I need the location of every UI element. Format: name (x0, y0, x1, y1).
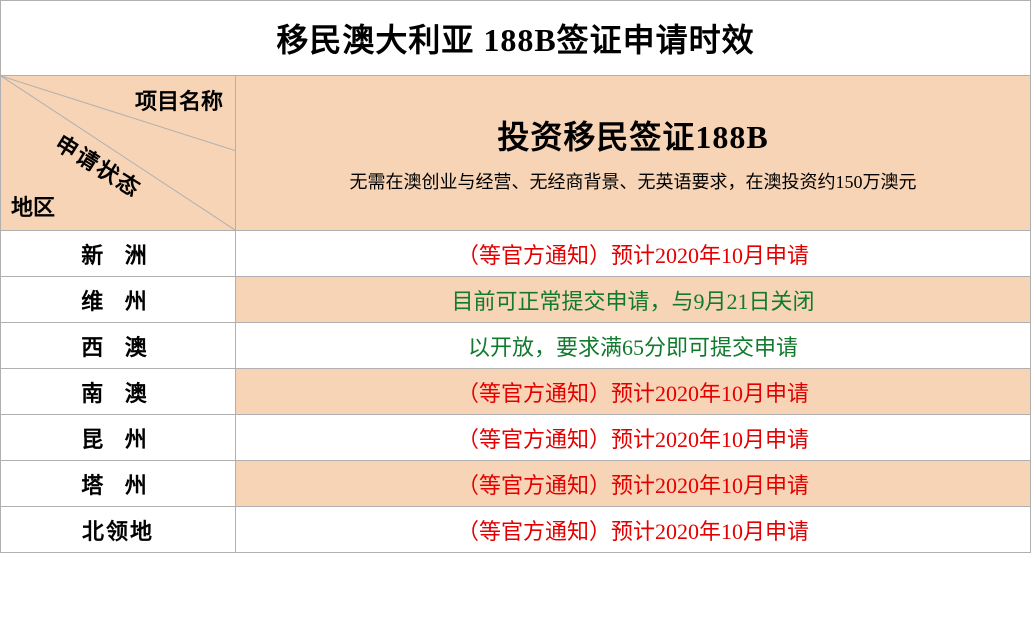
status-cell: 目前可正常提交申请，与9月21日关闭 (236, 277, 1031, 323)
table-row: 新 洲（等官方通知）预计2020年10月申请 (1, 231, 1031, 277)
table-row: 塔 州（等官方通知）预计2020年10月申请 (1, 461, 1031, 507)
table-row: 昆 州（等官方通知）预计2020年10月申请 (1, 415, 1031, 461)
status-cell: 以开放，要求满65分即可提交申请 (236, 323, 1031, 369)
region-cell: 昆 州 (1, 415, 236, 461)
diag-label-top: 项目名称 (135, 84, 223, 116)
status-cell: （等官方通知）预计2020年10月申请 (236, 461, 1031, 507)
visa-table: 移民澳大利亚 188B签证申请时效 项目名称 申请状态 地区 投资移民签证188… (0, 0, 1031, 553)
region-cell: 塔 州 (1, 461, 236, 507)
table-row: 西 澳以开放，要求满65分即可提交申请 (1, 323, 1031, 369)
status-cell: （等官方通知）预计2020年10月申请 (236, 231, 1031, 277)
visa-subtitle: 无需在澳创业与经营、无经商背景、无英语要求，在澳投资约150万澳元 (256, 168, 1010, 194)
region-cell: 南 澳 (1, 369, 236, 415)
table-row: 维 州目前可正常提交申请，与9月21日关闭 (1, 277, 1031, 323)
page-title: 移民澳大利亚 188B签证申请时效 (1, 1, 1031, 76)
header-right-cell: 投资移民签证188B 无需在澳创业与经营、无经商背景、无英语要求，在澳投资约15… (236, 76, 1031, 231)
table-row: 南 澳（等官方通知）预计2020年10月申请 (1, 369, 1031, 415)
region-cell: 北领地 (1, 507, 236, 553)
table-row: 北领地（等官方通知）预计2020年10月申请 (1, 507, 1031, 553)
region-cell: 西 澳 (1, 323, 236, 369)
region-cell: 维 州 (1, 277, 236, 323)
header-row: 项目名称 申请状态 地区 投资移民签证188B 无需在澳创业与经营、无经商背景、… (1, 76, 1031, 231)
visa-title: 投资移民签证188B (256, 112, 1010, 158)
status-cell: （等官方通知）预计2020年10月申请 (236, 415, 1031, 461)
status-cell: （等官方通知）预计2020年10月申请 (236, 369, 1031, 415)
diag-label-bottom: 地区 (11, 190, 55, 222)
status-cell: （等官方通知）预计2020年10月申请 (236, 507, 1031, 553)
title-row: 移民澳大利亚 188B签证申请时效 (1, 1, 1031, 76)
region-cell: 新 洲 (1, 231, 236, 277)
diagonal-header-cell: 项目名称 申请状态 地区 (1, 76, 236, 231)
